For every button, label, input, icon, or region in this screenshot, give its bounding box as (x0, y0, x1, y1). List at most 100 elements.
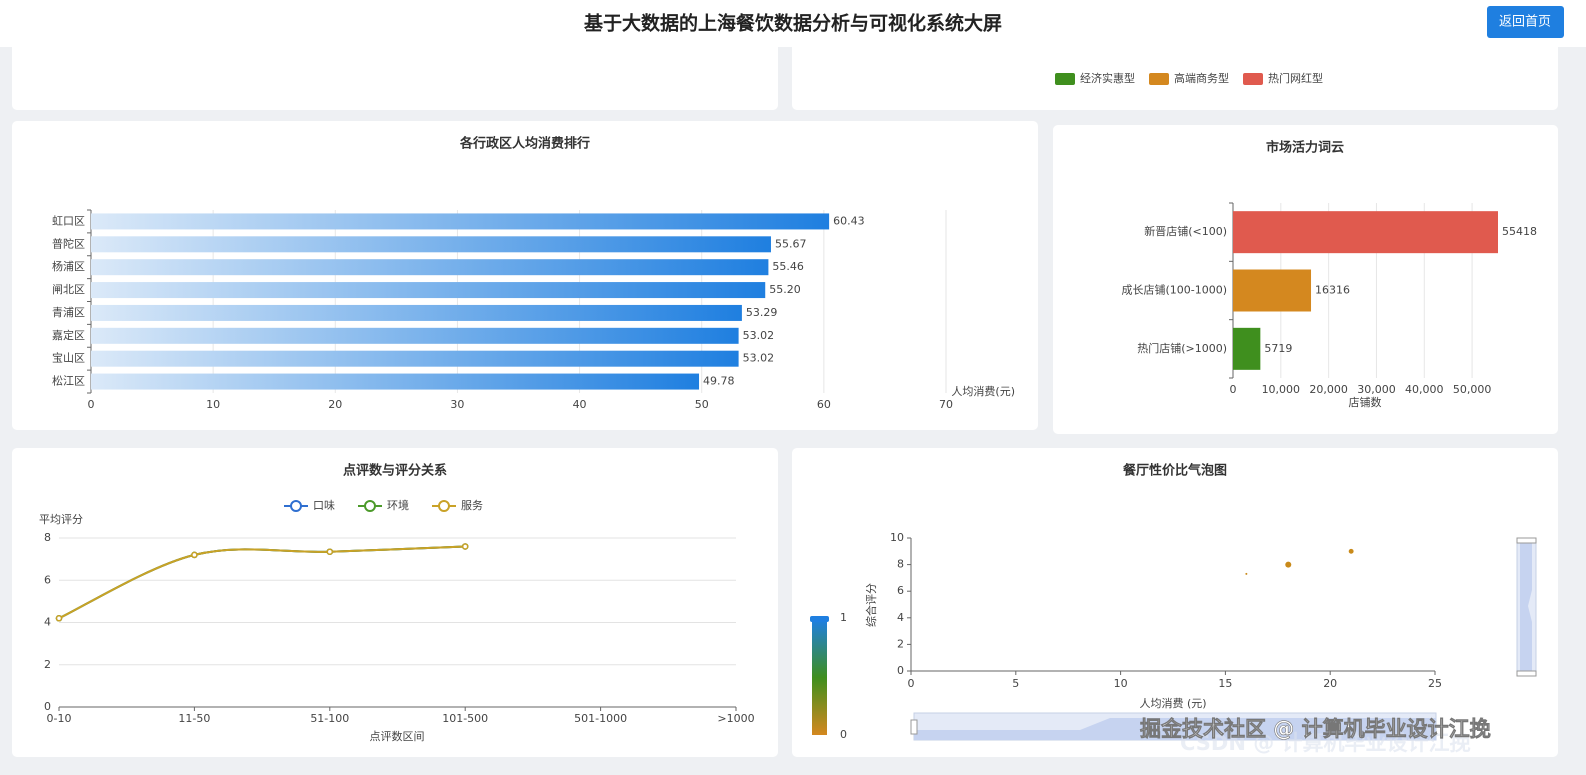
y-axis-label: 平均评分 (39, 513, 83, 526)
zoom-handle[interactable] (1516, 537, 1537, 544)
bar-value-label: 5719 (1264, 342, 1292, 355)
bar-value-label: 53.02 (743, 329, 775, 342)
x-axis-label: 人均消费 (元) (1139, 696, 1206, 710)
x-tick-label: 501-1000 (574, 712, 627, 725)
x-tick-label: 30 (450, 398, 464, 411)
y-tick-label: 6 (897, 584, 904, 597)
x-tick-label: 50 (695, 398, 709, 411)
x-tick-label: 20 (1323, 677, 1337, 690)
y-tick-label: 热门店铺(>1000) (1137, 341, 1227, 355)
panel (792, 448, 1558, 757)
x-tick-label: 101-500 (442, 712, 488, 725)
y-tick-label: 0 (897, 664, 904, 677)
x-tick-label: 51-100 (310, 712, 349, 725)
bar (1233, 269, 1312, 312)
y-tick-label: 闸北区 (52, 283, 85, 296)
bar-value-label: 55.20 (769, 283, 801, 296)
y-tick-label: 新晋店铺(<100) (1144, 224, 1227, 238)
zoom-slider-shape (914, 718, 1436, 740)
x-axis-label: 点评数区间 (370, 730, 425, 743)
x-axis-label: 人均消费(元) (951, 384, 1015, 398)
bar (91, 282, 766, 299)
y-tick-label: 6 (44, 573, 51, 586)
bar-value-label: 16316 (1315, 284, 1350, 297)
point (461, 543, 469, 550)
x-tick-label: 70 (939, 398, 953, 411)
y-tick-label: 10 (890, 531, 904, 544)
point (55, 615, 63, 622)
x-tick-label: 40,000 (1405, 383, 1444, 396)
y-tick-label: 普陀区 (52, 236, 85, 250)
y-tick-label: 宝山区 (52, 351, 85, 365)
x-tick-label: >1000 (717, 712, 754, 725)
legend-swatch (1055, 73, 1075, 85)
y-tick-label: 0 (44, 700, 51, 713)
y-tick-label: 8 (897, 558, 904, 571)
legend-label: 经济实惠型 (1080, 71, 1135, 85)
chart-title: 点评数与评分关系 (343, 463, 447, 479)
watermark-shadow: CSDN @ 计算机毕业设计江挽 (1180, 731, 1471, 755)
x-tick-label: 0 (908, 677, 915, 690)
bar-value-label: 53.29 (746, 306, 778, 319)
bar-value-label: 55.67 (775, 237, 807, 250)
bar (91, 373, 700, 390)
visual-map-handle[interactable] (810, 616, 829, 622)
x-tick-label: 0-10 (47, 712, 72, 725)
y-tick-label: 4 (44, 616, 51, 629)
bar-value-label: 49.78 (703, 375, 735, 388)
legend-swatch (1149, 73, 1169, 85)
zoom-handle[interactable] (910, 719, 918, 735)
header-bar (0, 0, 1586, 47)
bar (91, 259, 769, 276)
visual-map-max: 1 (840, 611, 847, 624)
x-tick-label: 20,000 (1309, 383, 1348, 396)
bar (91, 350, 739, 367)
bar-value-label: 55418 (1502, 225, 1537, 238)
panel (792, 30, 1558, 110)
x-tick-label: 10 (1114, 677, 1128, 690)
bar-value-label: 60.43 (833, 214, 865, 227)
point (326, 548, 334, 555)
legend-label: 高端商务型 (1174, 71, 1229, 85)
x-tick-label: 30,000 (1357, 383, 1396, 396)
legend-label: 服务 (461, 499, 483, 512)
panel (12, 448, 778, 757)
chart-title: 餐厅性价比气泡图 (1122, 463, 1227, 479)
legend-label: 环境 (387, 498, 409, 512)
bar-value-label: 53.02 (743, 352, 775, 365)
x-tick-label: 25 (1428, 677, 1442, 690)
chart-title: 市场活力词云 (1266, 140, 1344, 156)
chart-title: 各行政区人均消费排行 (459, 136, 590, 152)
bar (91, 236, 771, 253)
x-tick-label: 5 (1012, 677, 1019, 690)
x-tick-label: 11-50 (178, 712, 210, 725)
y-tick-label: 2 (44, 658, 51, 671)
y-tick-label: 成长店铺(100-1000) (1121, 283, 1227, 297)
legend-marker (438, 500, 450, 512)
y-tick-label: 虹口区 (52, 214, 85, 227)
bubble (1348, 548, 1354, 554)
legend-label: 热门网红型 (1268, 71, 1323, 85)
y-tick-label: 4 (897, 611, 904, 624)
zoom-handle[interactable] (1516, 670, 1537, 677)
legend-swatch (1243, 73, 1263, 85)
legend-label: 口味 (313, 499, 335, 512)
back-button[interactable] (1487, 6, 1564, 38)
y-tick-label: 2 (897, 637, 904, 650)
x-tick-label: 20 (328, 398, 342, 411)
x-tick-label: 10,000 (1262, 383, 1301, 396)
bar (91, 327, 739, 344)
y-tick-label: 松江区 (52, 374, 85, 388)
y-tick-label: 嘉定区 (52, 328, 85, 342)
legend-marker (290, 500, 302, 512)
bar (91, 304, 742, 321)
x-tick-label: 50,000 (1453, 383, 1492, 396)
y-tick-label: 杨浦区 (52, 259, 85, 273)
watermark: 掘金技术社区 @ 计算机毕业设计江挽 (1140, 717, 1491, 741)
y-axis-label: 综合评分 (864, 583, 878, 627)
bar (91, 213, 830, 230)
y-tick-label: 8 (44, 531, 51, 544)
y-tick-label: 青浦区 (52, 306, 85, 319)
